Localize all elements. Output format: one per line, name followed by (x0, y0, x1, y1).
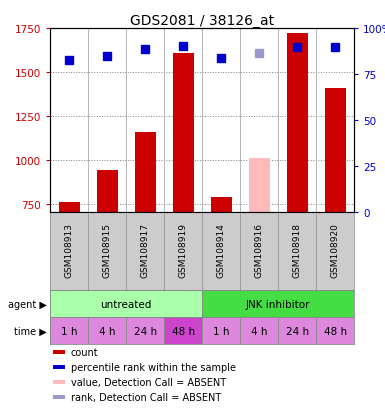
Bar (88, 318, 126, 344)
Text: GSM108917: GSM108917 (141, 223, 150, 278)
Bar (97, 171, 117, 213)
Text: agent ▶: agent ▶ (8, 299, 47, 309)
Bar (287, 34, 308, 213)
Title: GDS2081 / 38126_at: GDS2081 / 38126_at (130, 14, 274, 28)
Text: GSM108918: GSM108918 (293, 223, 302, 278)
Text: rank, Detection Call = ABSENT: rank, Detection Call = ABSENT (71, 392, 221, 402)
Text: count: count (71, 347, 99, 357)
Bar (172, 53, 194, 213)
Text: 48 h: 48 h (324, 326, 347, 336)
Bar (50, 291, 202, 318)
Text: JNK inhibitor: JNK inhibitor (246, 299, 310, 309)
Bar (202, 291, 354, 318)
Bar (278, 213, 316, 291)
Text: 1 h: 1 h (61, 326, 77, 336)
Text: 4 h: 4 h (251, 326, 268, 336)
Text: untreated: untreated (100, 299, 152, 309)
Text: 48 h: 48 h (172, 326, 195, 336)
Text: 24 h: 24 h (286, 326, 309, 336)
Bar (126, 318, 164, 344)
Bar (53, 380, 65, 384)
Text: 4 h: 4 h (99, 326, 116, 336)
Bar (50, 213, 88, 291)
Bar (88, 213, 126, 291)
Bar (164, 318, 202, 344)
Bar (325, 88, 346, 213)
Text: GSM108920: GSM108920 (331, 223, 340, 278)
Bar (50, 318, 88, 344)
Text: 24 h: 24 h (134, 326, 157, 336)
Bar (316, 213, 354, 291)
Bar (53, 365, 65, 369)
Bar (240, 318, 278, 344)
Bar (316, 318, 354, 344)
Text: time ▶: time ▶ (14, 326, 47, 336)
Bar (59, 202, 80, 213)
Bar (278, 318, 316, 344)
Bar (202, 318, 240, 344)
Text: GSM108915: GSM108915 (102, 223, 112, 278)
Text: GSM108913: GSM108913 (65, 223, 74, 278)
Text: value, Detection Call = ABSENT: value, Detection Call = ABSENT (71, 377, 226, 387)
Text: percentile rank within the sample: percentile rank within the sample (71, 362, 236, 372)
Bar (53, 350, 65, 354)
Bar (249, 159, 270, 213)
Bar (240, 213, 278, 291)
Bar (202, 213, 240, 291)
Text: 1 h: 1 h (213, 326, 229, 336)
Bar (164, 213, 202, 291)
Text: GSM108914: GSM108914 (217, 223, 226, 278)
Text: GSM108919: GSM108919 (179, 223, 187, 278)
Bar (211, 197, 232, 213)
Bar (126, 213, 164, 291)
Bar (53, 395, 65, 399)
Bar (135, 132, 156, 213)
Text: GSM108916: GSM108916 (254, 223, 264, 278)
